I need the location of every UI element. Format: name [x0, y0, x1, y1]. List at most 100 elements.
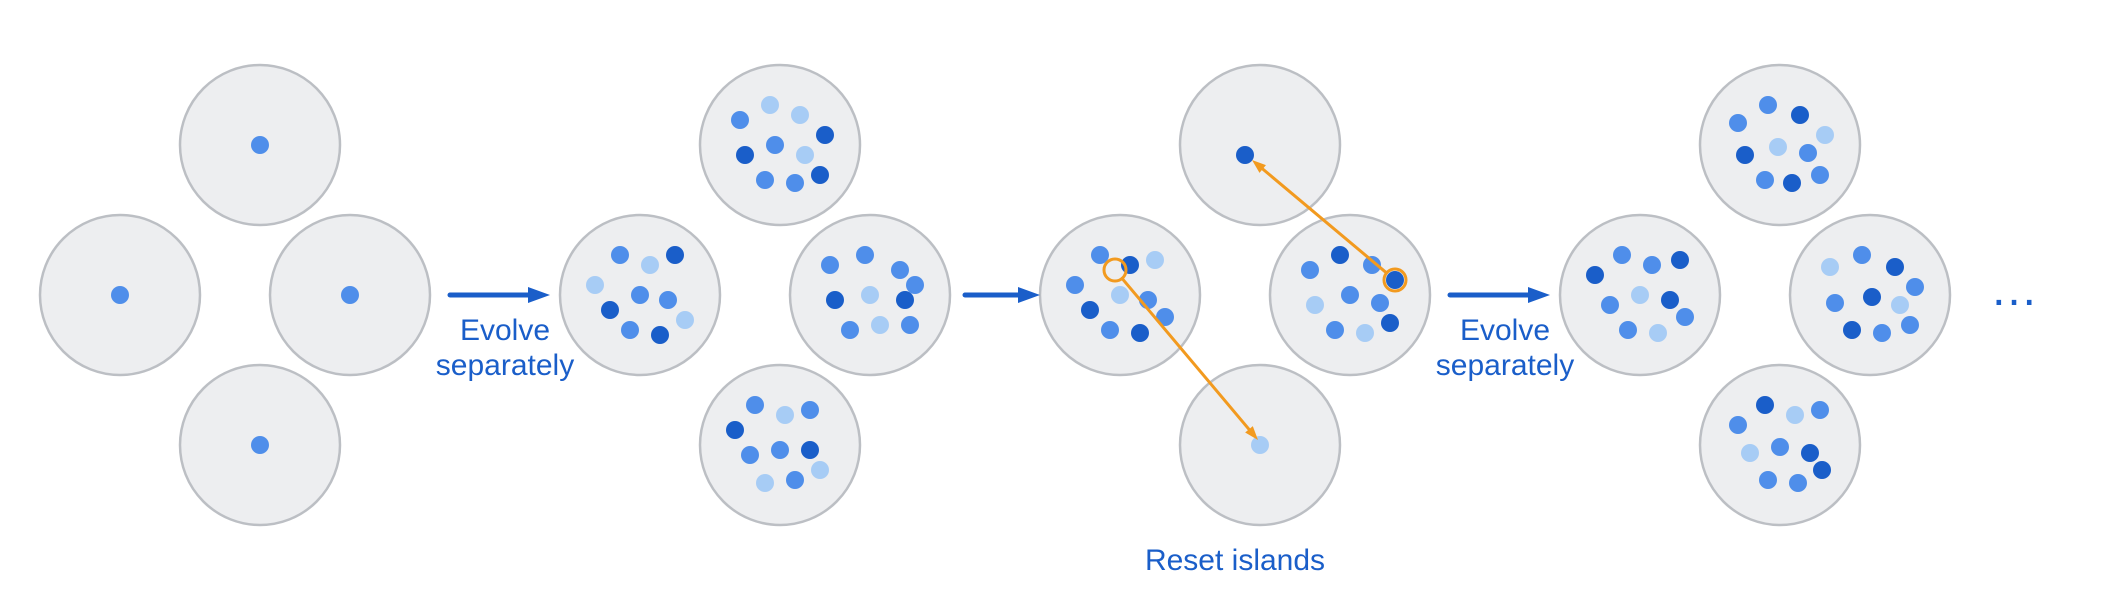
population-dot	[786, 174, 804, 192]
population-dot	[816, 126, 834, 144]
population-dot	[1756, 171, 1774, 189]
population-dot	[791, 106, 809, 124]
population-dot	[906, 276, 924, 294]
population-dot	[801, 441, 819, 459]
population-dot	[1381, 314, 1399, 332]
population-dot	[1146, 251, 1164, 269]
population-dot	[756, 171, 774, 189]
population-dot	[1101, 321, 1119, 339]
population-dot	[1331, 246, 1349, 264]
stage-3	[1560, 65, 1950, 525]
population-dot	[1341, 286, 1359, 304]
island-1-0	[560, 215, 720, 375]
population-dot	[111, 286, 129, 304]
population-dot	[1759, 96, 1777, 114]
population-dot	[1811, 401, 1829, 419]
population-dot	[1826, 294, 1844, 312]
population-dot	[771, 441, 789, 459]
population-dot	[651, 326, 669, 344]
arrow-head	[1018, 287, 1040, 303]
population-dot	[666, 246, 684, 264]
population-dot	[1601, 296, 1619, 314]
population-dot	[766, 136, 784, 154]
population-dot	[741, 446, 759, 464]
evolve-label-line1: Evolve	[460, 314, 550, 347]
population-dot	[1799, 144, 1817, 162]
population-dot	[1729, 416, 1747, 434]
population-dot	[1306, 296, 1324, 314]
population-dot	[1676, 308, 1694, 326]
population-dot	[676, 311, 694, 329]
population-dot	[1386, 271, 1404, 289]
evolve-label-line2: separately	[436, 349, 574, 382]
population-dot	[611, 246, 629, 264]
population-dot	[1811, 166, 1829, 184]
island-1-1	[700, 65, 860, 225]
population-dot	[1066, 276, 1084, 294]
population-dot	[796, 146, 814, 164]
island-1-2	[790, 215, 950, 375]
population-dot	[1301, 261, 1319, 279]
arrow-head	[528, 287, 550, 303]
population-dot	[1131, 324, 1149, 342]
population-dot	[1649, 324, 1667, 342]
population-dot	[1789, 474, 1807, 492]
island-2-2	[1270, 215, 1430, 375]
island-2-1	[1180, 65, 1340, 225]
population-dot	[891, 261, 909, 279]
population-dot	[641, 256, 659, 274]
island-0-3	[180, 365, 340, 525]
population-dot	[1756, 396, 1774, 414]
population-dot	[1081, 301, 1099, 319]
population-dot	[1771, 438, 1789, 456]
population-dot	[1111, 286, 1129, 304]
arrow-head	[1528, 287, 1550, 303]
transition-arrow-2: Evolveseparately	[1436, 287, 1574, 382]
population-dot	[1326, 321, 1344, 339]
island-3-0	[1560, 215, 1720, 375]
population-dot	[901, 316, 919, 334]
population-dot	[1886, 258, 1904, 276]
island-0-2	[270, 215, 430, 375]
island-0-0	[40, 215, 200, 375]
population-dot	[776, 406, 794, 424]
island-evolution-diagram: EvolveseparatelyEvolveseparatelyReset is…	[0, 0, 2114, 590]
stage-0	[40, 65, 430, 525]
population-dot	[1236, 146, 1254, 164]
population-dot	[586, 276, 604, 294]
population-dot	[1356, 324, 1374, 342]
population-dot	[1873, 324, 1891, 342]
population-dot	[756, 474, 774, 492]
population-dot	[1843, 321, 1861, 339]
population-dot	[1661, 291, 1679, 309]
population-dot	[1586, 266, 1604, 284]
population-dot	[736, 146, 754, 164]
transition-arrow-0: Evolveseparately	[436, 287, 574, 382]
population-dot	[811, 461, 829, 479]
population-dot	[1783, 174, 1801, 192]
population-dot	[1769, 138, 1787, 156]
population-dot	[601, 301, 619, 319]
population-dot	[786, 471, 804, 489]
stage-2	[1040, 65, 1430, 525]
population-dot	[341, 286, 359, 304]
island-3-1	[1700, 65, 1860, 225]
population-dot	[726, 421, 744, 439]
population-dot	[1619, 321, 1637, 339]
population-dot	[631, 286, 649, 304]
population-dot	[1816, 126, 1834, 144]
population-dot	[761, 96, 779, 114]
population-dot	[1891, 296, 1909, 314]
evolve-label-line2: separately	[1436, 349, 1574, 382]
population-dot	[1251, 436, 1269, 454]
population-dot	[861, 286, 879, 304]
population-dot	[821, 256, 839, 274]
population-dot	[1631, 286, 1649, 304]
population-dot	[1821, 258, 1839, 276]
population-dot	[1759, 471, 1777, 489]
transition-arrow-1	[965, 287, 1040, 303]
population-dot	[1863, 288, 1881, 306]
island-3-3	[1700, 365, 1860, 525]
population-dot	[1371, 294, 1389, 312]
population-dot	[1786, 406, 1804, 424]
